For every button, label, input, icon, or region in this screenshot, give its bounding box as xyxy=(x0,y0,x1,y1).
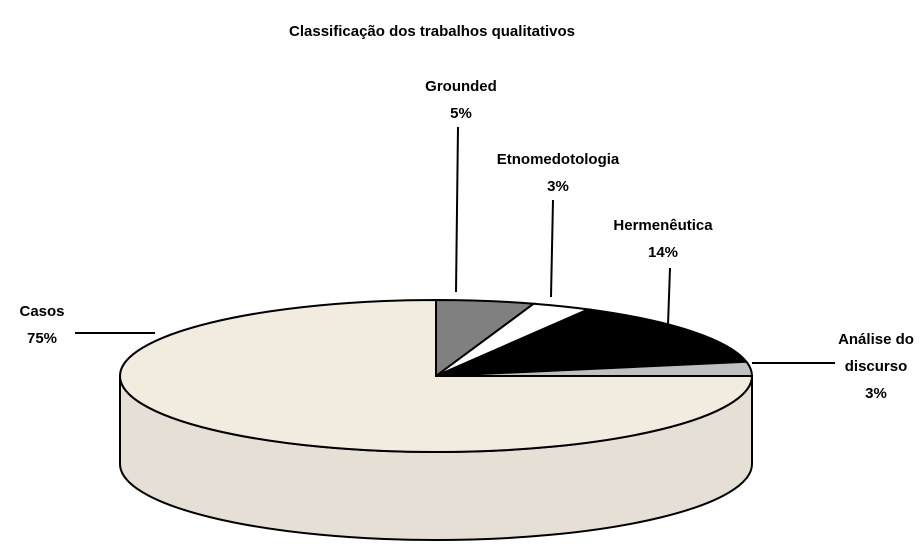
chart-title: Classificação dos trabalhos qualitativos xyxy=(289,23,575,40)
slice-label: Hermenêutica xyxy=(613,217,713,234)
slice xyxy=(435,308,749,377)
leader-line xyxy=(667,267,671,326)
slice-label: Grounded xyxy=(425,78,497,95)
slice-label: Casos xyxy=(19,303,64,320)
slice-value-label: 75% xyxy=(27,330,57,347)
slice-label: Etnomedotologia xyxy=(497,151,620,168)
leader-line xyxy=(550,199,554,298)
leader-line xyxy=(455,126,459,293)
slice-value-label: 3% xyxy=(865,385,887,402)
slice-value-label: 14% xyxy=(648,244,678,261)
slice-value-label: 5% xyxy=(450,105,472,122)
slice-value-label: 3% xyxy=(547,178,569,195)
slice-label: Análise do discurso xyxy=(838,331,914,375)
slice xyxy=(119,298,754,453)
